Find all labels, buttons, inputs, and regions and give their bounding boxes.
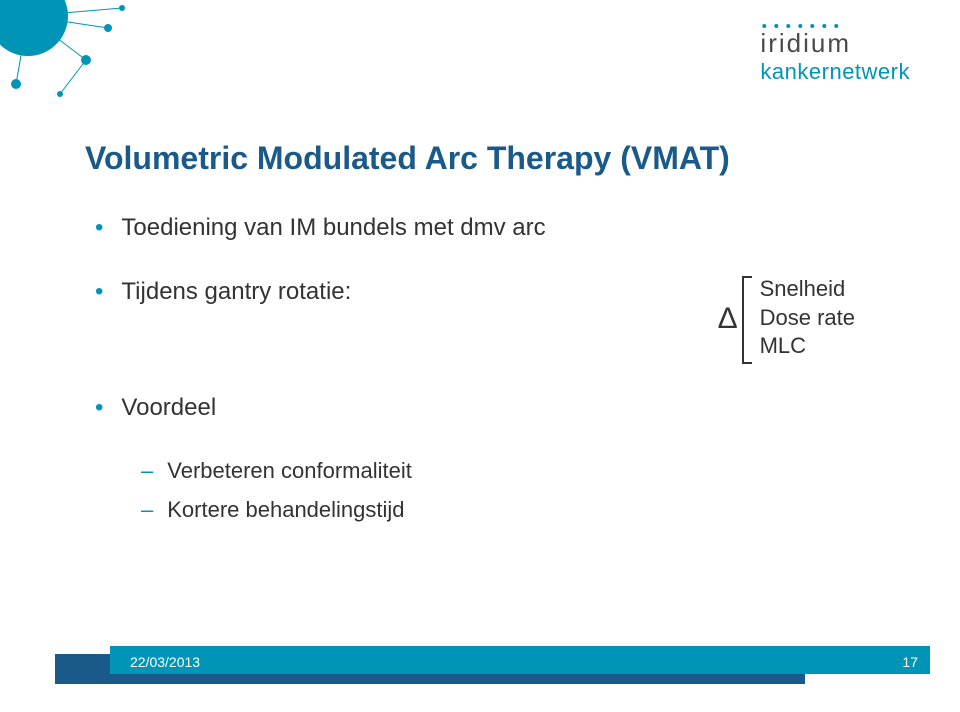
logo: iridium kankernetwerk — [760, 28, 910, 85]
delta-list: Snelheid Dose rate MLC — [760, 275, 855, 361]
logo-dots-icon — [760, 22, 851, 30]
footer: 22/03/2013 17 — [0, 644, 960, 684]
footer-date: 22/03/2013 — [130, 654, 200, 670]
footer-page-number: 17 — [902, 654, 918, 670]
logo-bottom-label: kankernetwerk — [760, 59, 910, 85]
slide-title: Volumetric Modulated Arc Therapy (VMAT) — [85, 140, 730, 177]
bullet-text: Toediening van IM bundels met dmv arc — [121, 210, 855, 246]
sub-bullet-item: – Kortere behandelingstijd — [141, 493, 855, 526]
sub-dash-icon: – — [141, 454, 153, 487]
sub-dash-icon: – — [141, 493, 153, 526]
sub-bullet-text: Kortere behandelingstijd — [167, 493, 404, 526]
corner-decoration — [0, 0, 140, 110]
slide: iridium kankernetwerk Volumetric Modulat… — [0, 0, 960, 712]
delta-block: Δ Snelheid Dose rate MLC — [718, 274, 855, 362]
footer-bar-light — [110, 646, 930, 674]
sub-bullet-block: – Verbeteren conformaliteit – Kortere be… — [141, 454, 855, 526]
sub-bullet-item: – Verbeteren conformaliteit — [141, 454, 855, 487]
slide-body: • Toediening van IM bundels met dmv arc … — [95, 210, 855, 532]
bracket-icon — [742, 276, 752, 364]
delta-item: MLC — [760, 332, 855, 361]
bullet-item: • Toediening van IM bundels met dmv arc — [95, 210, 855, 246]
sub-bullet-text: Verbeteren conformaliteit — [167, 454, 412, 487]
bullet-item: • Tijdens gantry rotatie: Δ Snelheid Dos… — [95, 274, 855, 362]
logo-top-label: iridium — [760, 28, 851, 58]
bullet-item: • Voordeel — [95, 390, 855, 426]
delta-item: Dose rate — [760, 304, 855, 333]
logo-top-text: iridium — [760, 28, 910, 59]
bullet-dot-icon: • — [95, 390, 103, 426]
bullet-dot-icon: • — [95, 274, 103, 310]
bullet-dot-icon: • — [95, 210, 103, 246]
delta-symbol-icon: Δ — [718, 296, 738, 341]
delta-item: Snelheid — [760, 275, 855, 304]
bullet-text: Voordeel — [121, 390, 855, 426]
bullet-text: Tijdens gantry rotatie: — [121, 274, 699, 310]
